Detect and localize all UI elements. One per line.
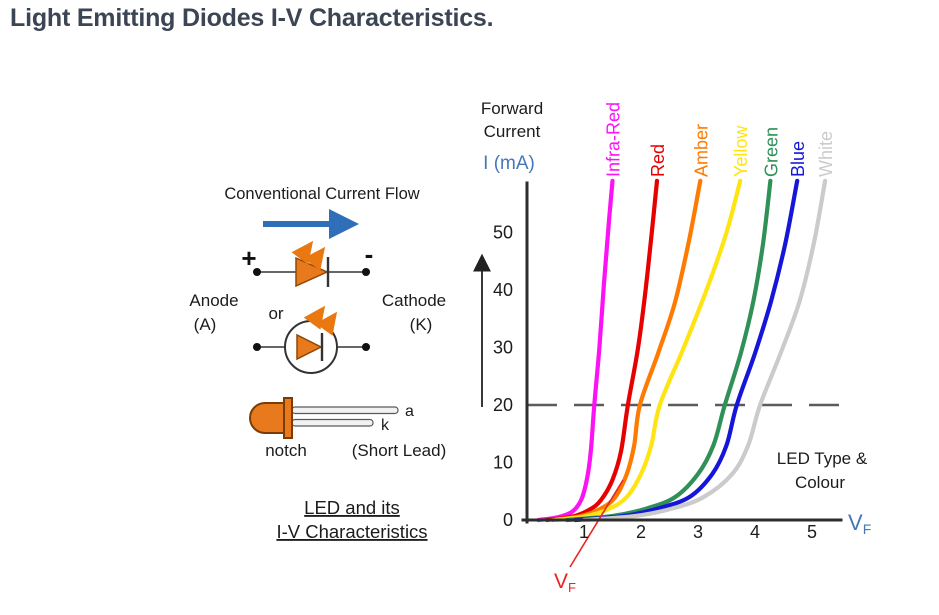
curve-label-amber: Amber	[691, 124, 711, 177]
anode-terminal-dot	[253, 268, 261, 276]
diode-triangle-icon	[296, 333, 323, 361]
led-symbol-diagram: Conventional Current Flow + - Anode (A) …	[189, 185, 447, 542]
curves-group	[536, 178, 828, 523]
led-package-drawing: a k notch (Short Lead)	[248, 397, 447, 460]
anode-lead	[291, 406, 399, 415]
curve-yellow	[553, 178, 743, 523]
y-axis-unit-label: I (mA)	[483, 153, 535, 174]
led-symbol-plain: + -	[241, 239, 374, 288]
light-emission-arrows-icon	[291, 240, 326, 271]
figure-caption-line1: LED and its	[304, 497, 400, 518]
x-tick-3: 3	[693, 522, 703, 542]
diode-triangle-icon	[295, 256, 329, 288]
y-tick-30: 30	[493, 338, 513, 358]
cathode-label: Cathode	[382, 291, 446, 310]
curve-label-red: Red	[648, 144, 668, 177]
vf-pointer-line	[569, 479, 624, 568]
lead-a-label: a	[405, 403, 414, 420]
x-axis-label-sub: F	[863, 521, 872, 537]
x-tick-1: 1	[579, 522, 589, 542]
curve-red	[544, 178, 660, 523]
legend-note-line1: LED Type &	[777, 449, 868, 468]
y-tick-20: 20	[493, 395, 513, 415]
vf-annotation-main: V	[554, 570, 568, 593]
x-axis-label-main: V	[848, 510, 863, 535]
legend-note-line2: Colour	[795, 473, 845, 492]
x-tick-5: 5	[807, 522, 817, 542]
cathode-terminal-dot	[362, 343, 370, 351]
y-tick-50: 50	[493, 223, 513, 243]
y-axis-title-line1: Forward	[481, 99, 543, 118]
y-axis-title-line2: Current	[484, 122, 541, 141]
plus-sign: +	[241, 243, 256, 273]
conventional-current-flow-label: Conventional Current Flow	[224, 185, 419, 203]
led-flange	[283, 397, 293, 439]
short-lead-label: (Short Lead)	[352, 441, 447, 460]
x-tick-4: 4	[750, 522, 760, 542]
led-body	[248, 402, 288, 434]
curve-blue	[573, 178, 800, 523]
or-label: or	[268, 304, 283, 323]
x-tick-labels: 1 2 3 4 5	[579, 522, 817, 542]
vf-annotation-sub: F	[568, 580, 576, 595]
curve-green	[564, 178, 773, 523]
curve-label-yellow: Yellow	[731, 125, 751, 177]
curve-labels-group: Infra-Red Red Amber Yellow Green Blue White	[604, 102, 837, 177]
led-symbol-circled	[253, 305, 370, 374]
anode-terminal-dot	[253, 343, 261, 351]
y-tick-10: 10	[493, 453, 513, 473]
curve-label-infra-red: Infra-Red	[604, 102, 624, 177]
x-tick-2: 2	[636, 522, 646, 542]
cathode-sub-label: (K)	[410, 315, 433, 334]
iv-curves-chart: 0 10 20 30 40 50 1 2 3 4 5 Infra-Red Red Amber Yello…	[473, 99, 871, 595]
anode-label: Anode	[189, 291, 238, 310]
curve-label-white: White	[816, 131, 836, 177]
minus-sign: -	[365, 239, 374, 269]
cathode-lead	[291, 418, 374, 427]
lead-k-label: k	[381, 417, 390, 434]
light-emission-arrows-icon	[303, 305, 338, 336]
y-tick-labels: 0 10 20 30 40 50	[493, 223, 513, 531]
vf-pointer-group	[569, 479, 624, 568]
curve-white	[581, 178, 828, 523]
anode-sub-label: (A)	[194, 315, 217, 334]
y-tick-0: 0	[503, 510, 513, 530]
curve-amber	[550, 178, 703, 523]
page-title: Light Emitting Diodes I-V Characteristic…	[10, 4, 494, 32]
cathode-terminal-dot	[362, 268, 370, 276]
notch-label: notch	[265, 441, 307, 460]
x-axis-label: VF	[848, 510, 871, 537]
vf-annotation: VF	[554, 570, 576, 595]
curve-infra-red	[536, 178, 615, 523]
curve-label-blue: Blue	[788, 141, 808, 177]
figure-caption-line2: I-V Characteristics	[276, 521, 427, 542]
curve-label-green: Green	[761, 127, 781, 177]
y-tick-40: 40	[493, 280, 513, 300]
